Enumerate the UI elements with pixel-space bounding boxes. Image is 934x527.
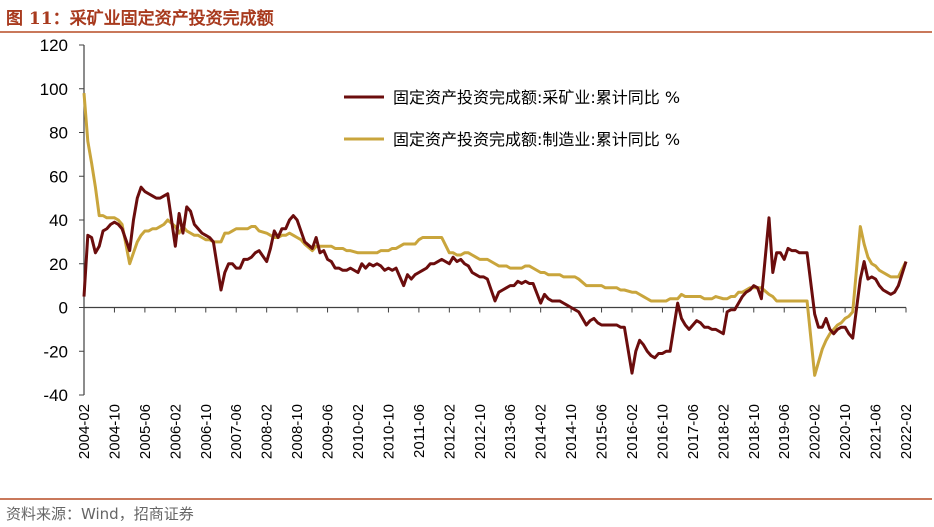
x-tick-label: 2013-06: [502, 404, 519, 459]
x-tick-label: 2008-02: [259, 404, 276, 459]
title-divider: [0, 31, 932, 33]
series-line-mining: [82, 185, 908, 375]
x-tick-label: 2005-06: [137, 404, 154, 459]
y-tick-label: 120: [40, 36, 68, 55]
x-tick-label: 2008-10: [289, 404, 306, 459]
line-chart: -40 -20 0 20 40 60 80 100 120 2004-02 2004-10 2005-…: [40, 36, 915, 459]
x-tick-label: 2014-02: [533, 404, 550, 459]
x-tick-label: 2021-06: [868, 404, 885, 459]
x-tick-label: 2012-02: [441, 404, 458, 459]
x-tick-label: 2017-06: [685, 404, 702, 459]
chart-axes: -40 -20 0 20 40 60 80 100 120 2004-02 2004-10 2005-…: [40, 36, 915, 459]
x-tick-label: 2004-02: [76, 404, 93, 459]
x-tick-label: 2006-02: [167, 404, 184, 459]
x-tick-label: 2010-02: [350, 404, 367, 459]
x-tick-label: 2007-06: [228, 404, 245, 459]
footer-divider: [0, 498, 932, 500]
chart-legend: 固定资产投资完成额:采矿业:累计同比 % 固定资产投资完成额:制造业:累计同比 %: [344, 88, 680, 149]
chart-title: 图 11：采矿业固定资产投资完成额: [6, 9, 274, 29]
y-tick-label: 80: [49, 124, 68, 143]
series-layer: [82, 93, 908, 377]
y-tick-label: 20: [49, 255, 68, 274]
x-tick-label: 2018-02: [715, 404, 732, 459]
x-tick-label: 2020-02: [807, 404, 824, 459]
x-tick-label: 2020-10: [837, 404, 854, 459]
x-tick-label: 2009-06: [320, 404, 337, 459]
x-tick-label: 2019-06: [776, 404, 793, 459]
x-tick-label: 2010-10: [380, 404, 397, 459]
x-tick-label: 2015-06: [594, 404, 611, 459]
y-tick-label: -40: [43, 386, 68, 405]
x-tick-label: 2012-10: [472, 404, 489, 459]
series-line-manufacturing: [82, 93, 908, 377]
legend-label-manufacturing: 固定资产投资完成额:制造业:累计同比 %: [393, 130, 680, 149]
y-tick-label: 60: [49, 167, 68, 186]
source-note: 资料来源：Wind，招商证券: [6, 505, 194, 523]
x-tick-label: 2014-10: [563, 404, 580, 459]
x-tick-label: 2018-10: [746, 404, 763, 459]
x-tick-label: 2006-10: [198, 404, 215, 459]
x-tick-label: 2022-02: [898, 404, 915, 459]
y-tick-label: 40: [49, 211, 68, 230]
x-tick-label: 2016-10: [654, 404, 671, 459]
x-tick-label: 2011-06: [411, 404, 428, 458]
legend-label-mining: 固定资产投资完成额:采矿业:累计同比 %: [393, 88, 680, 107]
x-tick-label: 2016-02: [624, 404, 641, 459]
y-tick-label: -20: [43, 342, 68, 361]
x-tick-label: 2004-10: [106, 404, 123, 459]
y-tick-label: 0: [59, 299, 68, 318]
y-tick-label: 100: [40, 80, 68, 99]
